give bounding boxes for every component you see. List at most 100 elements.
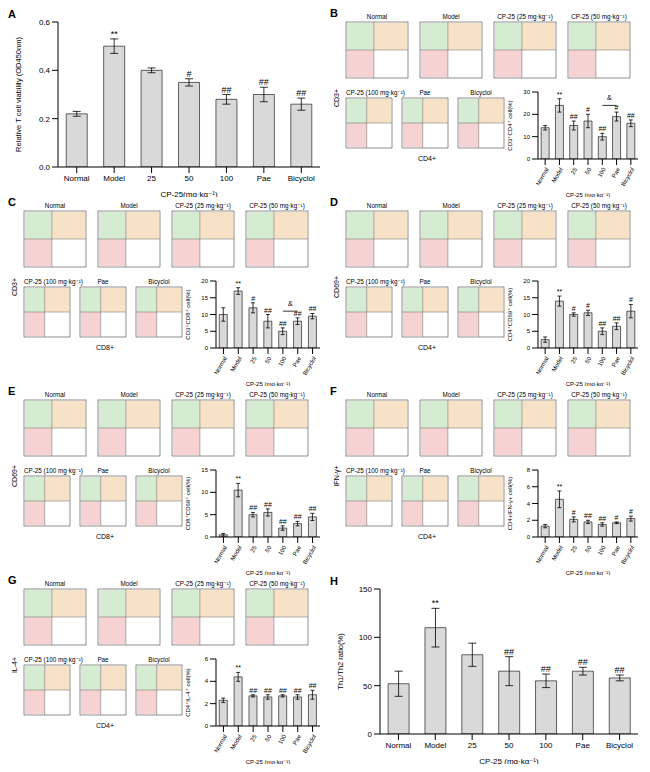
- svg-text:#: #: [186, 69, 191, 79]
- svg-text:CD3+: CD3+: [11, 278, 18, 296]
- svg-text:100: 100: [539, 741, 553, 750]
- svg-text:CP-25 (50 mg·kg⁻¹): CP-25 (50 mg·kg⁻¹): [249, 580, 304, 588]
- svg-text:50: 50: [185, 174, 194, 183]
- svg-text:25: 25: [249, 355, 258, 364]
- svg-text:CP-25 (25 mg·kg⁻¹): CP-25 (25 mg·kg⁻¹): [175, 202, 230, 210]
- svg-text:Bicyclol: Bicyclol: [620, 545, 635, 566]
- svg-text:0: 0: [205, 723, 209, 729]
- svg-text:CP-25 (25 mg·kg⁻¹): CP-25 (25 mg·kg⁻¹): [497, 202, 552, 210]
- svg-text:CP-25 (mg·kg⁻¹): CP-25 (mg·kg⁻¹): [566, 192, 611, 197]
- svg-text:D: D: [330, 197, 338, 208]
- svg-text:CD4+: CD4+: [418, 344, 436, 351]
- svg-text:0: 0: [527, 156, 531, 162]
- svg-text:Normal: Normal: [367, 13, 387, 20]
- svg-text:50: 50: [363, 682, 372, 691]
- svg-text:Bicyclol: Bicyclol: [302, 356, 317, 377]
- svg-text:##: ##: [598, 320, 606, 327]
- svg-text:**: **: [236, 475, 242, 482]
- svg-text:E: E: [8, 386, 15, 397]
- svg-text:50: 50: [584, 355, 593, 364]
- svg-text:##: ##: [598, 125, 606, 132]
- svg-text:5: 5: [205, 328, 209, 334]
- svg-text:##: ##: [259, 77, 269, 87]
- svg-text:#: #: [586, 302, 590, 309]
- svg-text:F: F: [330, 386, 337, 397]
- svg-text:Pae: Pae: [611, 544, 622, 557]
- svg-text:CP-25 (100 mg·kg⁻¹): CP-25 (100 mg·kg⁻¹): [346, 467, 405, 475]
- svg-text:Pae: Pae: [611, 355, 622, 368]
- svg-text:Pae: Pae: [292, 733, 303, 746]
- svg-text:##: ##: [613, 315, 621, 322]
- svg-text:Normal: Normal: [367, 391, 387, 398]
- svg-text:15: 15: [523, 295, 530, 301]
- svg-text:25: 25: [570, 544, 579, 553]
- svg-text:10: 10: [201, 489, 208, 495]
- svg-text:100: 100: [277, 733, 288, 745]
- svg-text:Bicyclol: Bicyclol: [620, 167, 635, 188]
- svg-text:Model: Model: [442, 391, 459, 398]
- svg-text:Model: Model: [120, 202, 137, 209]
- svg-text:##: ##: [279, 687, 287, 694]
- svg-text:Model: Model: [442, 13, 459, 20]
- svg-text:CD4+: CD4+: [418, 155, 436, 162]
- svg-text:B: B: [330, 8, 338, 19]
- svg-text:Pae: Pae: [292, 355, 303, 368]
- svg-text:##: ##: [584, 512, 592, 519]
- svg-text:Normal: Normal: [45, 580, 65, 587]
- svg-text:CP-25 (100 mg·kg⁻¹): CP-25 (100 mg·kg⁻¹): [346, 89, 405, 97]
- svg-text:100: 100: [359, 633, 373, 642]
- svg-text:Bicyclol: Bicyclol: [302, 734, 317, 755]
- svg-text:Normal: Normal: [64, 174, 90, 183]
- svg-text:Bicyclol: Bicyclol: [302, 545, 317, 566]
- svg-text:CP-25(mg·kg⁻¹): CP-25(mg·kg⁻¹): [160, 190, 217, 197]
- svg-text:##: ##: [264, 687, 272, 694]
- svg-text:##: ##: [294, 310, 302, 317]
- svg-text:CD4⁺CD69⁺ cell(%): CD4⁺CD69⁺ cell(%): [507, 288, 513, 342]
- svg-text:##: ##: [249, 504, 257, 511]
- svg-text:0.2: 0.2: [39, 115, 51, 124]
- svg-text:&: &: [607, 94, 612, 101]
- svg-text:Pae: Pae: [419, 278, 431, 285]
- svg-text:**: **: [432, 598, 440, 608]
- svg-text:CP-25 (100 mg·kg⁻¹): CP-25 (100 mg·kg⁻¹): [346, 278, 405, 286]
- svg-text:Model: Model: [229, 734, 242, 751]
- svg-text:100: 100: [277, 355, 288, 367]
- svg-text:##: ##: [221, 85, 231, 95]
- svg-text:25: 25: [570, 355, 579, 364]
- svg-text:##: ##: [615, 665, 625, 675]
- svg-text:100: 100: [597, 166, 608, 178]
- svg-text:Normal: Normal: [213, 545, 228, 565]
- svg-text:#: #: [572, 305, 576, 312]
- svg-text:50: 50: [264, 544, 273, 553]
- svg-text:#: #: [615, 104, 619, 111]
- svg-text:**: **: [236, 664, 242, 671]
- svg-text:20: 20: [201, 278, 208, 284]
- svg-text:Normal: Normal: [45, 391, 65, 398]
- svg-text:CP-25 (mg·kg⁻¹): CP-25 (mg·kg⁻¹): [566, 570, 611, 575]
- svg-text:Pae: Pae: [97, 656, 109, 663]
- svg-text:CP-25 (mg·kg⁻¹): CP-25 (mg·kg⁻¹): [246, 570, 291, 575]
- svg-text:CD4+: CD4+: [418, 533, 436, 540]
- svg-text:CD8+: CD8+: [96, 344, 114, 351]
- svg-text:##: ##: [294, 687, 302, 694]
- svg-text:5: 5: [205, 512, 209, 518]
- svg-text:#: #: [629, 296, 633, 303]
- svg-text:Normal: Normal: [45, 202, 65, 209]
- svg-text:100: 100: [220, 174, 234, 183]
- svg-text:100: 100: [277, 544, 288, 556]
- svg-text:Normal: Normal: [213, 734, 228, 754]
- svg-text:CP-25 (50 mg·kg⁻¹): CP-25 (50 mg·kg⁻¹): [249, 202, 304, 210]
- svg-text:Normal: Normal: [535, 167, 550, 187]
- svg-text:##: ##: [264, 501, 272, 508]
- svg-text:150: 150: [359, 585, 373, 594]
- svg-text:##: ##: [296, 88, 306, 98]
- svg-text:Bicyclol: Bicyclol: [148, 467, 169, 475]
- svg-text:Bicyclol: Bicyclol: [288, 174, 315, 183]
- svg-text:CP-25 (25 mg·kg⁻¹): CP-25 (25 mg·kg⁻¹): [497, 391, 552, 399]
- svg-text:##: ##: [578, 657, 588, 667]
- svg-text:CD69+: CD69+: [11, 465, 18, 487]
- svg-text:##: ##: [279, 320, 287, 327]
- svg-text:CP-25 (mg·kg⁻¹): CP-25 (mg·kg⁻¹): [566, 381, 611, 386]
- svg-text:Normal: Normal: [535, 545, 550, 565]
- svg-text:Pae: Pae: [611, 166, 622, 179]
